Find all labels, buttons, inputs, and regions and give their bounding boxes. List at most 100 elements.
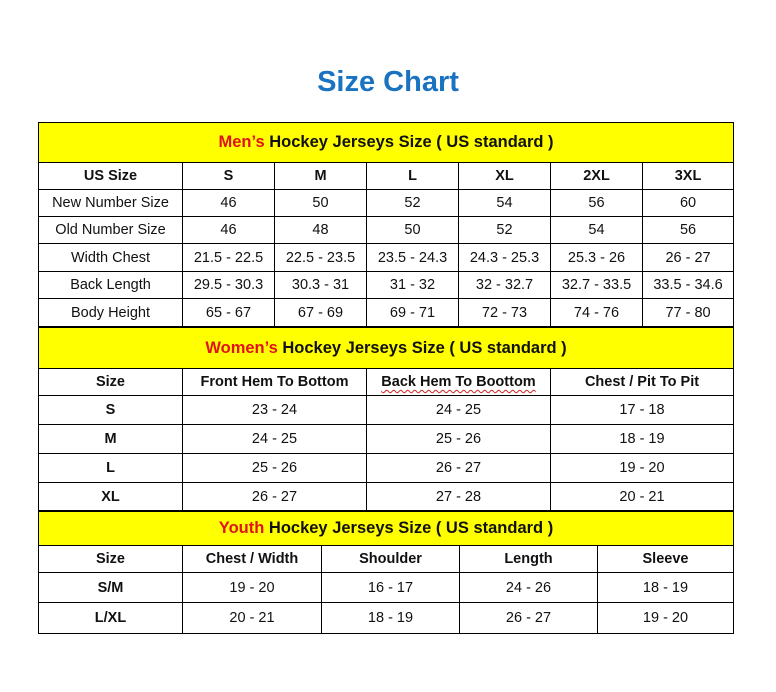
youth-table: Youth Hockey Jerseys Size ( US standard … (37, 511, 735, 634)
table-row: Width Chest 21.5 - 22.5 22.5 - 23.5 23.5 - … (38, 243, 735, 272)
men-section-header: Men’s Hockey Jerseys Size ( US standard … (37, 122, 735, 163)
table-cell: 46 (182, 216, 275, 244)
table-row: S 23 - 24 24 - 25 17 - 18 (38, 395, 735, 425)
table-cell: 54 (550, 216, 643, 244)
row-label: New Number Size (38, 189, 183, 217)
table-cell: 26 - 27 (366, 453, 551, 483)
size-chart: Men’s Hockey Jerseys Size ( US standard … (37, 122, 735, 634)
table-row: New Number Size 46 50 52 54 56 60 (38, 189, 735, 217)
table-cell: 26 - 27 (459, 602, 598, 634)
table-cell: 48 (274, 216, 367, 244)
youth-label: Youth (218, 519, 265, 537)
table-cell: 50 (274, 189, 367, 217)
table-row: Back Length 29.5 - 30.3 30.3 - 31 31 - 32 32… (38, 271, 735, 299)
youth-heading: Hockey Jerseys Size ( US standard ) (268, 519, 554, 537)
table-cell: 32.7 - 33.5 (550, 271, 643, 299)
column-header: Shoulder (321, 545, 460, 573)
table-cell: 25.3 - 26 (550, 243, 643, 272)
table-row: S/M 19 - 20 16 - 17 24 - 26 18 - 19 (38, 572, 735, 603)
table-cell: 25 - 26 (366, 424, 551, 454)
table-cell: 52 (366, 189, 459, 217)
column-header: Chest / Width (182, 545, 322, 573)
men-label: Men’s (218, 133, 265, 151)
table-cell: 24 - 25 (182, 424, 367, 454)
women-heading: Hockey Jerseys Size ( US standard ) (282, 338, 567, 357)
column-header: M (274, 162, 367, 190)
table-cell: 20 - 21 (549, 482, 735, 511)
column-header: Size (38, 545, 183, 573)
women-table: Women’s Hockey Jerseys Size ( US standar… (37, 327, 735, 511)
table-cell: 25 - 26 (182, 453, 367, 483)
column-header: S (182, 162, 275, 190)
row-label: Width Chest (38, 243, 183, 272)
men-table: Men’s Hockey Jerseys Size ( US standard … (37, 122, 735, 327)
page-title: Size Chart (317, 66, 459, 98)
column-header: XL (458, 162, 551, 190)
table-cell: 26 - 27 (182, 482, 367, 511)
table-cell: 72 - 73 (458, 298, 551, 327)
row-label: Old Number Size (38, 216, 183, 244)
table-cell: 29.5 - 30.3 (182, 271, 275, 299)
table-cell: 24 - 25 (366, 395, 551, 425)
column-header: Sleeve (596, 545, 735, 573)
row-label: L/XL (38, 602, 183, 634)
table-cell: 74 - 76 (550, 298, 643, 327)
column-header: Front Hem To Bottom (182, 368, 367, 396)
table-cell: 19 - 20 (596, 602, 735, 634)
table-cell: 20 - 21 (182, 602, 322, 634)
youth-header-row: Size Chest / Width Shoulder Length Sleeve (38, 545, 735, 573)
row-label: M (38, 424, 183, 454)
row-label: Back Length (38, 271, 183, 299)
table-cell: 18 - 19 (596, 572, 735, 603)
table-cell: 26 - 27 (641, 243, 735, 272)
row-label: Body Height (38, 298, 183, 327)
table-cell: 22.5 - 23.5 (274, 243, 367, 272)
table-cell: 56 (550, 189, 643, 217)
column-header: Chest / Pit To Pit (549, 368, 735, 396)
table-cell: 67 - 69 (274, 298, 367, 327)
table-row: L/XL 20 - 21 18 - 19 26 - 27 19 - 20 (38, 602, 735, 634)
column-header: Back Hem To Boottom (366, 368, 551, 396)
row-label: S/M (38, 572, 183, 603)
women-section-header: Women’s Hockey Jerseys Size ( US standar… (37, 327, 735, 369)
table-cell: 69 - 71 (366, 298, 459, 327)
men-heading: Hockey Jerseys Size ( US standard ) (269, 133, 554, 151)
table-cell: 21.5 - 22.5 (182, 243, 275, 272)
table-cell: 19 - 20 (549, 453, 735, 483)
table-cell: 54 (458, 189, 551, 217)
table-cell: 16 - 17 (321, 572, 460, 603)
table-cell: 18 - 19 (321, 602, 460, 634)
table-cell: 24 - 26 (459, 572, 598, 603)
table-cell: 18 - 19 (549, 424, 735, 454)
column-header: Length (459, 545, 598, 573)
table-cell: 50 (366, 216, 459, 244)
men-header-row: US Size S M L XL 2XL 3XL (38, 162, 735, 190)
table-cell: 46 (182, 189, 275, 217)
row-label: L (38, 453, 183, 483)
row-label: S (38, 395, 183, 425)
row-label: XL (38, 482, 183, 511)
column-header: US Size (38, 162, 183, 190)
table-row: M 24 - 25 25 - 26 18 - 19 (38, 424, 735, 454)
table-cell: 17 - 18 (549, 395, 735, 425)
table-cell: 23 - 24 (182, 395, 367, 425)
table-row: L 25 - 26 26 - 27 19 - 20 (38, 453, 735, 483)
youth-section-header: Youth Hockey Jerseys Size ( US standard … (37, 511, 735, 546)
table-cell: 52 (458, 216, 551, 244)
table-row: Old Number Size 46 48 50 52 54 56 (38, 216, 735, 244)
column-header: L (366, 162, 459, 190)
table-row: Body Height 65 - 67 67 - 69 69 - 71 72 - 73 7… (38, 298, 735, 327)
column-header: 2XL (550, 162, 643, 190)
table-cell: 31 - 32 (366, 271, 459, 299)
table-cell: 27 - 28 (366, 482, 551, 511)
table-cell: 24.3 - 25.3 (458, 243, 551, 272)
table-cell: 33.5 - 34.6 (641, 271, 735, 299)
table-cell: 56 (641, 216, 735, 244)
table-cell: 60 (641, 189, 735, 217)
table-row: XL 26 - 27 27 - 28 20 - 21 (38, 482, 735, 511)
column-header: 3XL (641, 162, 735, 190)
table-cell: 19 - 20 (182, 572, 322, 603)
table-cell: 30.3 - 31 (274, 271, 367, 299)
women-header-row: Size Front Hem To Bottom Back Hem To Boott… (38, 368, 735, 396)
women-label: Women’s (205, 338, 278, 357)
